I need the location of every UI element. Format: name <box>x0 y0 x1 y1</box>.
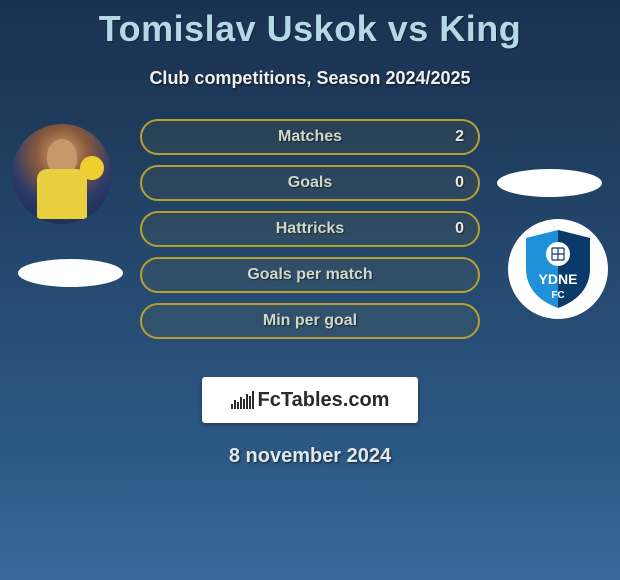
svg-text:YDNE: YDNE <box>539 271 578 287</box>
comparison-subtitle: Club competitions, Season 2024/2025 <box>0 68 620 89</box>
comparison-main: YDNE FC Matches 2 Goals 0 Hattricks 0 Go… <box>0 119 620 369</box>
stat-right-value: 0 <box>455 220 464 238</box>
stat-row-goals: Goals 0 <box>140 165 480 201</box>
brand-logo[interactable]: FcTables.com <box>202 377 418 423</box>
stat-label: Goals <box>288 174 332 192</box>
brand-text: FcTables.com <box>231 389 390 412</box>
comparison-title: Tomislav Uskok vs King <box>0 0 620 50</box>
country-badge-left <box>18 259 123 287</box>
stats-container: Matches 2 Goals 0 Hattricks 0 Goals per … <box>140 119 480 349</box>
stat-label: Hattricks <box>276 220 344 238</box>
team-badge-icon <box>80 156 104 180</box>
stat-right-value: 0 <box>455 174 464 192</box>
stat-label: Goals per match <box>247 266 372 284</box>
shield-icon: YDNE FC <box>522 228 594 310</box>
stat-row-goals-per-match: Goals per match <box>140 257 480 293</box>
comparison-date: 8 november 2024 <box>0 445 620 468</box>
stat-label: Min per goal <box>263 312 357 330</box>
player-avatar-left <box>12 124 112 224</box>
stat-row-matches: Matches 2 <box>140 119 480 155</box>
stat-right-value: 2 <box>455 128 464 146</box>
country-badge-right <box>497 169 602 197</box>
stat-row-min-per-goal: Min per goal <box>140 303 480 339</box>
stat-label: Matches <box>278 128 342 146</box>
stat-row-hattricks: Hattricks 0 <box>140 211 480 247</box>
chart-icon <box>231 391 254 409</box>
club-logo-right: YDNE FC <box>508 219 608 319</box>
svg-text:FC: FC <box>551 290 564 301</box>
